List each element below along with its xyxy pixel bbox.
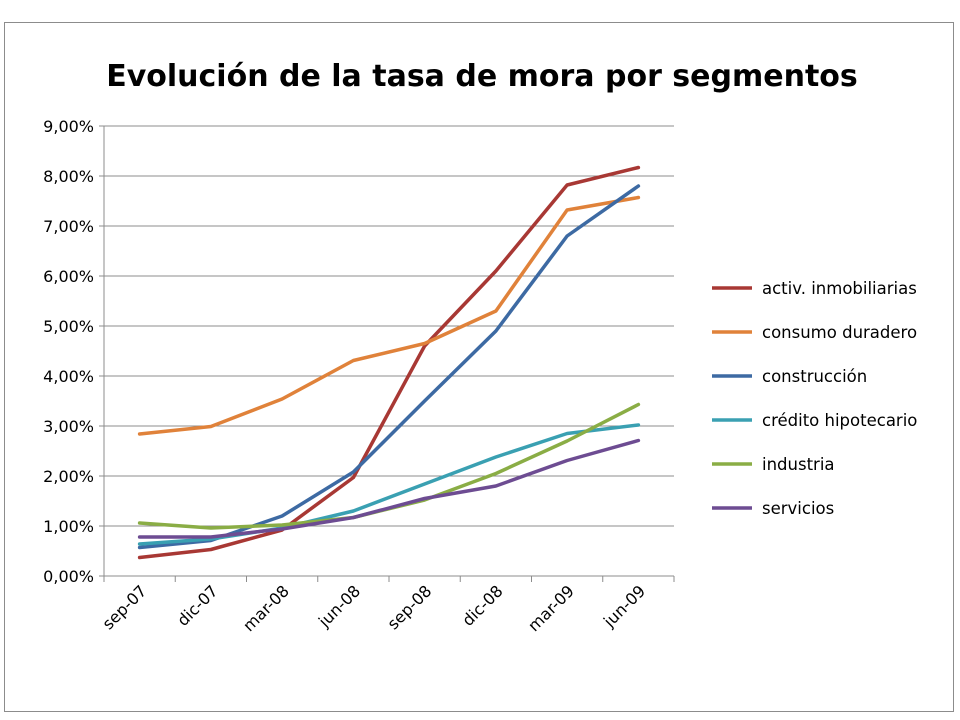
y-tick-label: 4,00%: [43, 367, 94, 386]
y-tick-label: 0,00%: [43, 567, 94, 586]
series-lines: [137, 165, 641, 560]
y-tick-label: 8,00%: [43, 167, 94, 186]
y-tick-label: 9,00%: [43, 117, 94, 136]
x-tick-label: mar-08: [239, 581, 293, 635]
x-tick-label: sep-08: [384, 581, 436, 633]
y-tick-label: 6,00%: [43, 267, 94, 286]
x-tick-label: jun-09: [599, 581, 649, 631]
series-line: [137, 165, 641, 560]
y-tick-label: 2,00%: [43, 467, 94, 486]
legend-label: industria: [762, 455, 835, 474]
chart-title: Evolución de la tasa de mora por segment…: [106, 59, 858, 94]
legend-label: activ. inmobiliarias: [762, 279, 917, 298]
legend-label: crédito hipotecario: [762, 411, 917, 430]
series-line: [137, 438, 641, 539]
series-line: [137, 195, 641, 436]
x-tick-label: jun-08: [314, 581, 364, 631]
y-tick-label: 1,00%: [43, 517, 94, 536]
x-tick-label: dic-08: [458, 581, 506, 629]
legend: activ. inmobiliarias consumo duradero cons…: [712, 279, 917, 518]
series-line: [137, 184, 641, 550]
y-tick-label: 3,00%: [43, 417, 94, 436]
x-axis-ticks: sep-07 dic-07 mar-08 jun-08 sep-08 dic-08 mar-…: [99, 576, 675, 635]
y-tick-label: 7,00%: [43, 217, 94, 236]
legend-label: construcción: [762, 367, 867, 386]
y-tick-label: 5,00%: [43, 317, 94, 336]
x-tick-label: dic-07: [173, 581, 221, 629]
legend-label: consumo duradero: [762, 323, 917, 342]
y-axis-ticks: 0,00% 1,00% 2,00% 3,00% 4,00% 5,00% 6,00% 7,00%…: [43, 117, 104, 586]
x-tick-label: mar-09: [524, 581, 578, 635]
legend-label: servicios: [762, 499, 834, 518]
chart-frame: [4, 22, 954, 712]
gridlines: [104, 125, 674, 527]
x-tick-label: sep-07: [99, 581, 151, 633]
